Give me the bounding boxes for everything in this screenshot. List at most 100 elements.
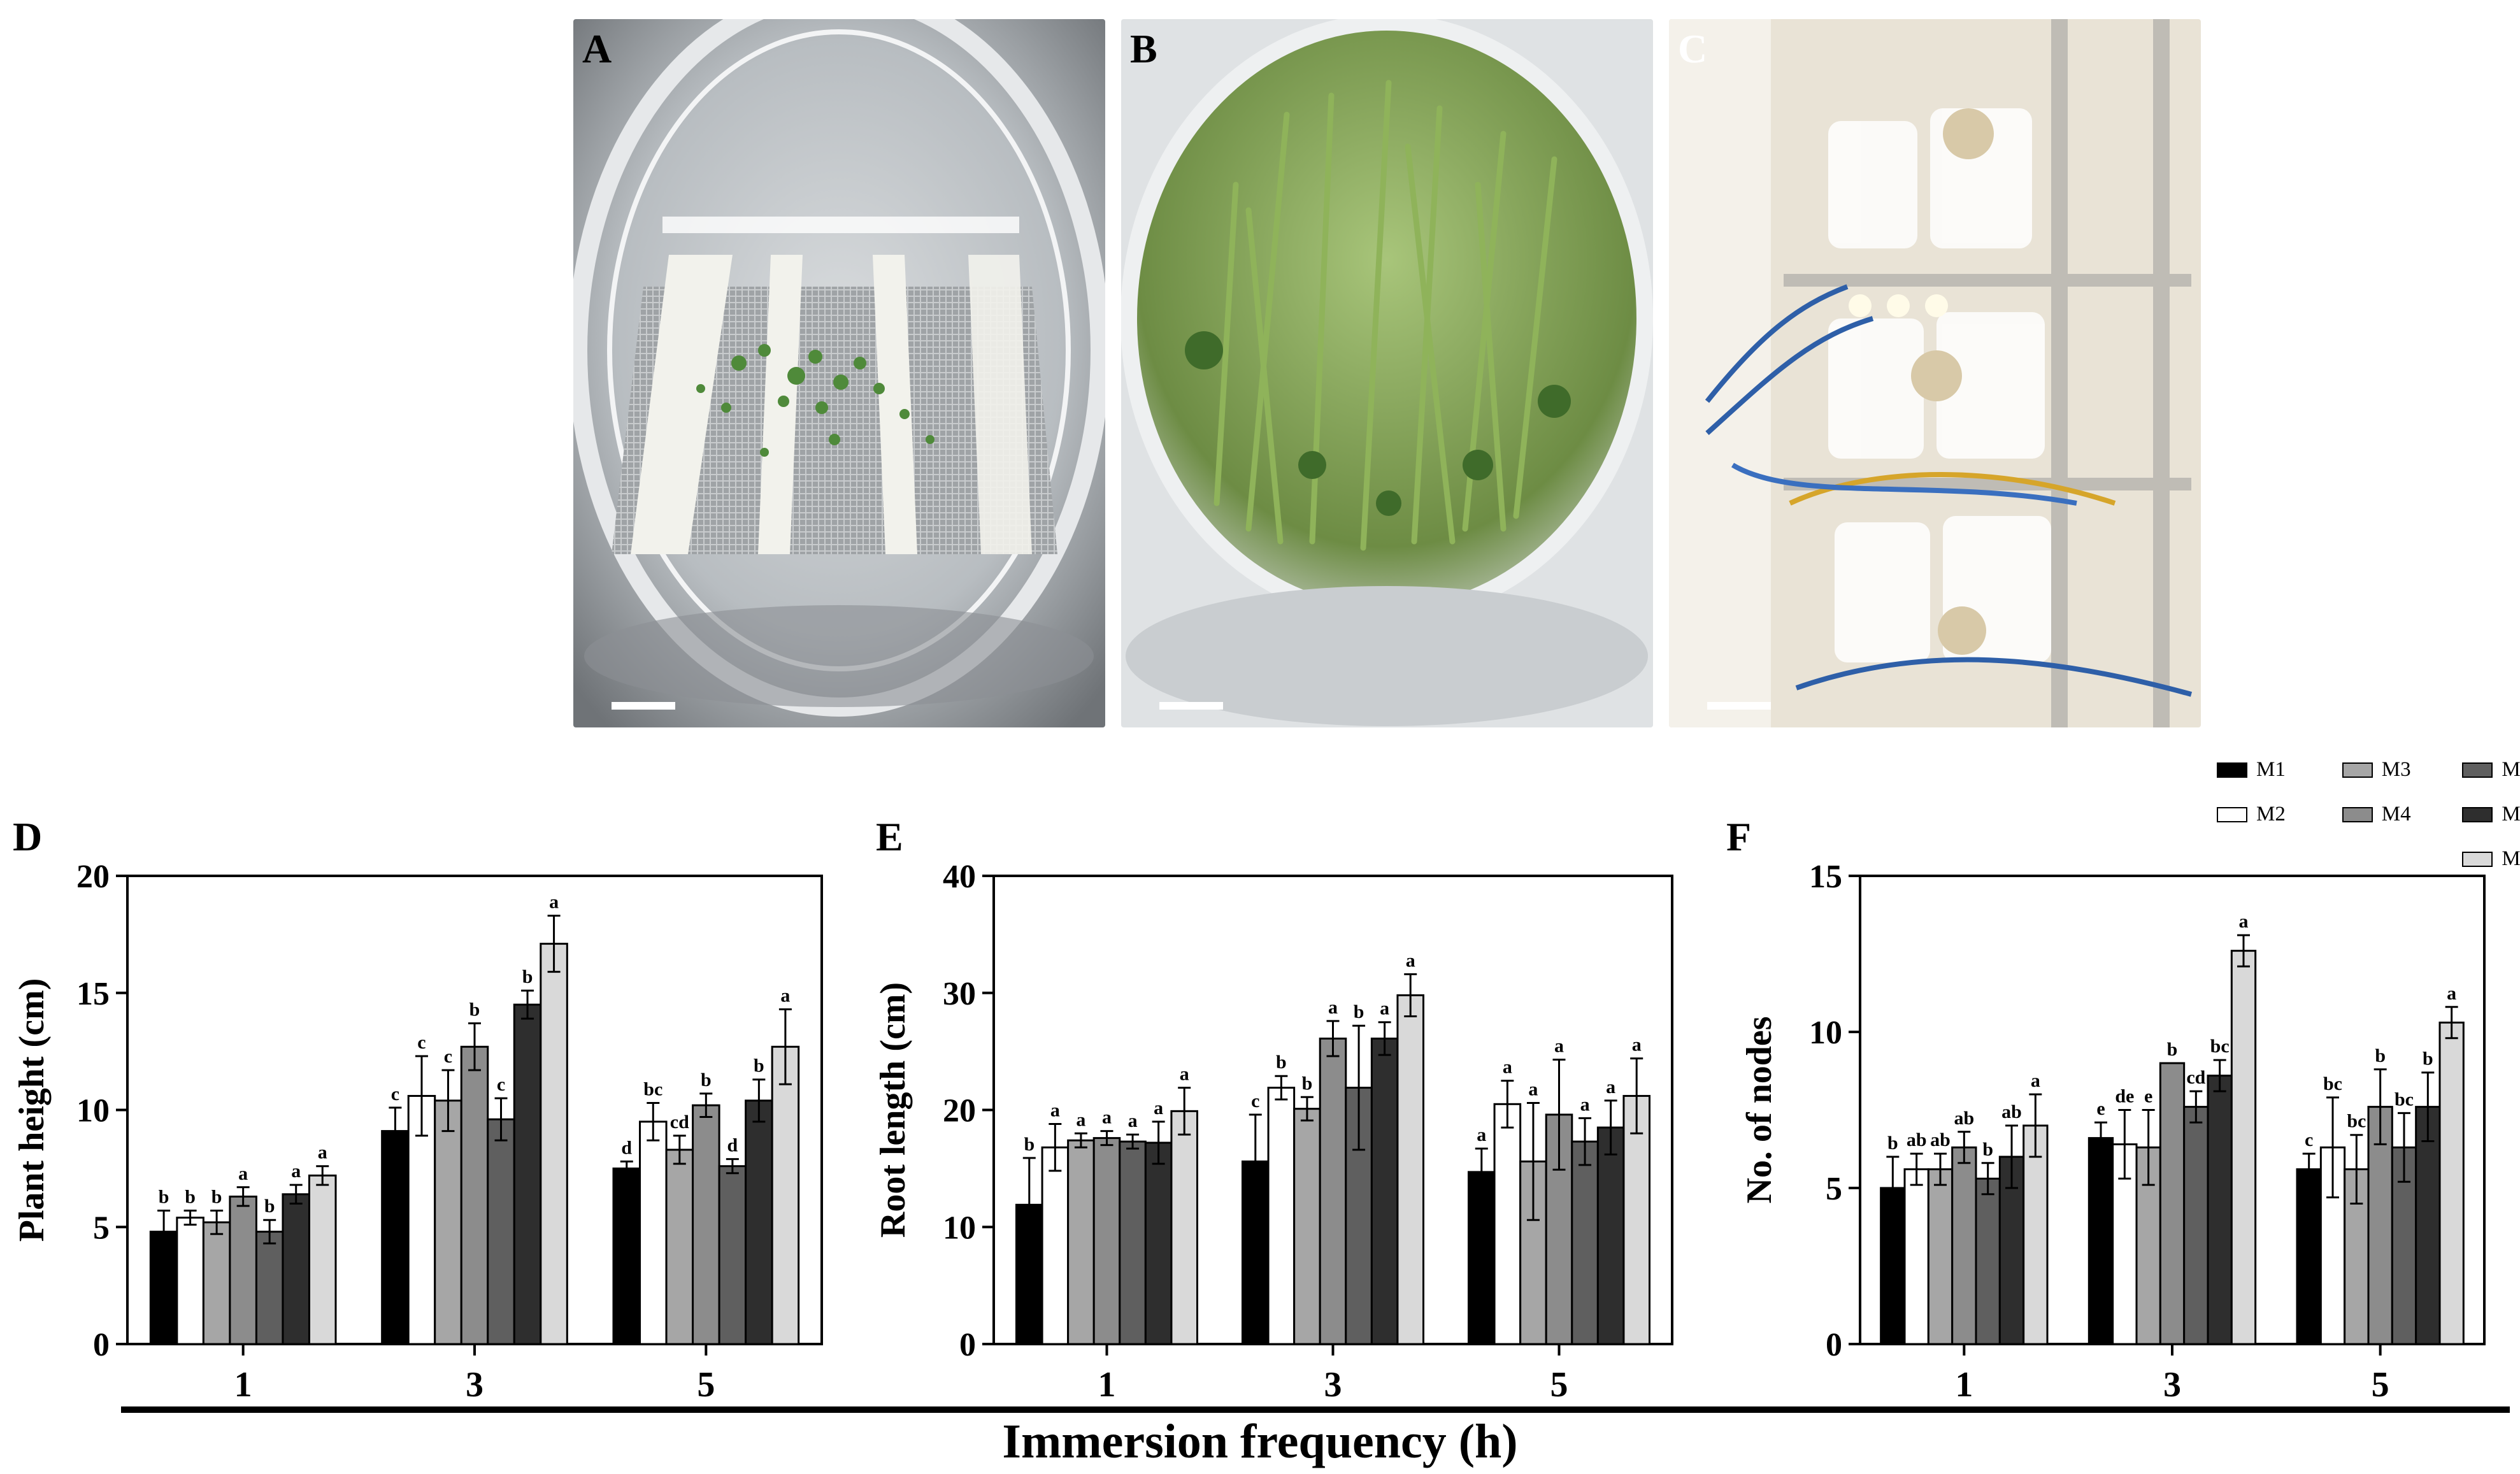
panel-label-f: F [1726, 814, 1751, 859]
significance-letter: cd [2186, 1067, 2205, 1088]
y-tick-label: 40 [943, 859, 976, 895]
bar [487, 1118, 515, 1345]
significance-letter: a [1102, 1107, 1112, 1128]
significance-letter: a [2031, 1070, 2040, 1091]
significance-letter: d [727, 1135, 738, 1156]
legend-item-m3: M3 [2342, 758, 2411, 782]
legend-label: M6 [2502, 803, 2520, 826]
bar [407, 1094, 436, 1345]
significance-letter: bc [2323, 1073, 2342, 1094]
significance-letter: cd [670, 1112, 689, 1133]
bar [460, 1045, 489, 1345]
bar [1493, 1103, 1522, 1345]
significance-letter: bc [2395, 1089, 2414, 1110]
bar [1119, 1140, 1147, 1345]
legend-swatch [2217, 762, 2247, 778]
significance-letter: a [238, 1163, 248, 1184]
significance-letter: bc [2210, 1036, 2230, 1057]
legend-label: M5 [2502, 758, 2520, 781]
legend-swatch [2462, 762, 2493, 778]
bar [2159, 1062, 2186, 1345]
y-tick-label: 10 [76, 1093, 110, 1129]
y-tick-label: 5 [93, 1210, 110, 1246]
legend-swatch [2462, 851, 2493, 867]
significance-letter: b [1302, 1073, 1313, 1094]
bar [1468, 1171, 1496, 1345]
x-tick-label: 3 [1324, 1365, 1342, 1405]
bar [1622, 1094, 1650, 1345]
bar [540, 943, 568, 1345]
legend-label: M7 [2502, 847, 2520, 870]
bar [1927, 1168, 1954, 1345]
bar [176, 1217, 204, 1345]
significance-letter: a [1406, 950, 1415, 971]
bar [229, 1195, 257, 1345]
x-tick-label: 3 [466, 1365, 483, 1405]
significance-letter: a [1154, 1098, 1163, 1119]
significance-letter: b [2375, 1045, 2386, 1066]
significance-letter: b [2167, 1039, 2178, 1060]
y-tick-label: 20 [943, 1093, 976, 1129]
significance-letter: a [318, 1142, 327, 1163]
bar [434, 1099, 462, 1345]
significance-letter: a [1076, 1109, 1085, 1130]
photo-panel-a: A [573, 19, 1105, 727]
significance-letter: b [1276, 1052, 1287, 1073]
legend-item-m5: M5 [2462, 758, 2520, 782]
bar [1396, 994, 1424, 1345]
scale-bar [612, 702, 675, 710]
significance-letter: b [754, 1055, 764, 1077]
y-tick-label: 10 [943, 1210, 976, 1246]
x-tick-label: 1 [234, 1365, 252, 1405]
bar [718, 1165, 747, 1345]
significance-letter: a [1477, 1124, 1486, 1145]
panel-label-a: A [582, 26, 612, 71]
scale-bar [1707, 702, 1771, 710]
shoot-culture-image [1121, 19, 1653, 727]
x-tick-label: 1 [1955, 1365, 1973, 1405]
significance-letter: b [522, 966, 533, 987]
bar [2022, 1124, 2049, 1345]
bar [308, 1174, 337, 1345]
bioreactor-rack-image [1669, 19, 2201, 727]
significance-letter: e [2096, 1098, 2105, 1119]
legend-item-m2: M2 [2217, 803, 2286, 826]
significance-letter: a [1580, 1094, 1590, 1115]
significance-letter: b [2423, 1048, 2433, 1070]
x-tick-label: 5 [697, 1365, 715, 1405]
significance-letter: b [701, 1070, 712, 1091]
y-tick-label: 30 [943, 976, 976, 1012]
legend-item-m7: M7 [2462, 847, 2520, 871]
legend-item-m4: M4 [2342, 803, 2411, 826]
significance-letter: c [417, 1032, 426, 1053]
panel-label-e: E [876, 814, 903, 859]
x-tick-label: 5 [1550, 1365, 1568, 1405]
panel-label-c: C [1678, 26, 1708, 71]
bar [665, 1148, 694, 1345]
significance-letter: a [780, 985, 790, 1006]
significance-letter: ab [2001, 1101, 2022, 1122]
legend-item-m6: M6 [2462, 803, 2520, 826]
significance-letter: b [185, 1187, 196, 1208]
significance-letter: a [1050, 1100, 1060, 1121]
significance-letter: b [1887, 1133, 1898, 1154]
bar [1144, 1141, 1173, 1345]
significance-letter: e [2144, 1086, 2152, 1107]
bar [2230, 950, 2257, 1345]
bar [771, 1045, 800, 1345]
panel-label-b: B [1130, 26, 1157, 71]
significance-letter: a [549, 891, 559, 912]
significance-letter: c [391, 1084, 399, 1105]
photo-panel-b: B [1121, 19, 1653, 727]
bar [255, 1231, 284, 1345]
bar [1092, 1137, 1121, 1345]
significance-letter: b [469, 999, 480, 1020]
y-tick-label: 10 [1809, 1015, 1842, 1051]
significance-letter: c [444, 1046, 452, 1067]
bar [282, 1193, 310, 1345]
significance-letter: de [2115, 1086, 2134, 1107]
significance-letter: bc [643, 1078, 662, 1099]
y-tick-label: 15 [76, 976, 110, 1012]
significance-letter: a [1180, 1064, 1189, 1085]
bar [2415, 1106, 2441, 1345]
